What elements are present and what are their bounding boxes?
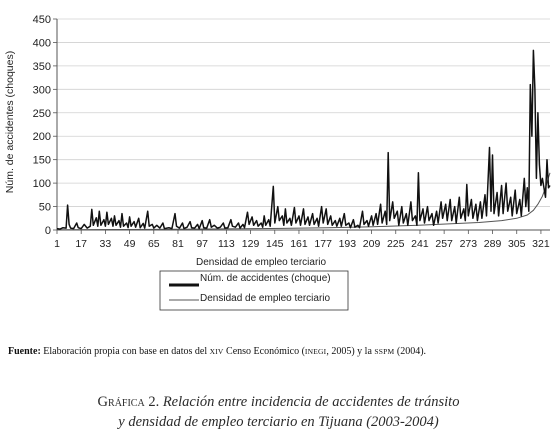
series-line-densidad (56, 172, 551, 231)
y-tick-label-100: 100 (33, 178, 51, 190)
x-tick-label-17: 17 (75, 238, 87, 250)
x-tick-label-289: 289 (484, 238, 502, 250)
source-text-4: (2004). (394, 346, 427, 357)
legend-label-densidad: Densidad de empleo terciario (200, 293, 331, 304)
y-tick-label-0: 0 (45, 225, 51, 237)
legend: Núm. de accidentes (choque) Densidad de … (159, 270, 349, 311)
x-axis-label: Densidad de empleo terciario (196, 257, 327, 268)
x-tick-label-145: 145 (266, 238, 284, 250)
legend-box (159, 270, 349, 311)
y-tick-labels: 0 50 100 150 200 250 300 350 400 450 (33, 14, 51, 237)
x-tick-labels: 1 17 33 49 65 81 97 113 129 145 161 177 193 209 225 241… (54, 238, 550, 250)
axes (53, 18, 550, 234)
caption-number: Gráfica 2. (97, 394, 160, 410)
x-tick-label-209: 209 (363, 238, 381, 250)
x-tick-label-273: 273 (460, 238, 478, 250)
y-tick-label-400: 400 (33, 37, 51, 49)
y-tick-label-450: 450 (33, 14, 51, 26)
x-tick-label-241: 241 (411, 238, 429, 250)
x-tick-label-49: 49 (124, 238, 136, 250)
caption-title-2: y densidad de empleo terciario en Tijuan… (118, 414, 439, 430)
source-census-number: XIV (209, 347, 224, 356)
source-inegi: INEGI (304, 347, 327, 356)
y-tick-label-300: 300 (33, 84, 51, 96)
x-tick-label-305: 305 (508, 238, 526, 250)
x-tick-label-225: 225 (387, 238, 405, 250)
x-tick-label-113: 113 (218, 238, 235, 250)
x-tick-label-321: 321 (532, 238, 550, 250)
y-tick-label-50: 50 (39, 202, 51, 214)
caption-line-1: Gráfica 2. Relación entre incidencia de … (0, 394, 557, 411)
y-tick-label-350: 350 (33, 61, 51, 73)
series-lines (56, 49, 551, 231)
source-text-1: Elaboración propia con base en datos del (40, 346, 210, 357)
legend-label-accidentes: Núm. de accidentes (choque) (200, 273, 331, 284)
y-axis-label: Núm. de accidentes (choques) (4, 51, 16, 193)
x-tick-label-161: 161 (290, 238, 308, 250)
caption-line-2: y densidad de empleo terciario en Tijuan… (0, 414, 557, 431)
source-sspm: SSPM (374, 347, 395, 356)
x-tick-label-81: 81 (172, 238, 184, 250)
source-label: Fuente: (8, 346, 41, 357)
source-text-3: , 2005) y la (326, 346, 375, 357)
caption-title-1: Relación entre incidencia de accidentes … (162, 394, 460, 410)
x-tick-label-193: 193 (339, 238, 357, 250)
y-tick-label-250: 250 (33, 108, 51, 120)
x-tick-label-65: 65 (148, 238, 160, 250)
y-tick-label-200: 200 (33, 131, 51, 143)
source-text-2: Censo Económico ( (223, 346, 305, 357)
series-line-accidentes (56, 49, 551, 230)
grid-lines (57, 18, 550, 231)
source-note: Fuente: Elaboración propia con base en d… (8, 346, 553, 357)
x-tick-label-33: 33 (100, 238, 112, 250)
x-tick-label-129: 129 (242, 238, 260, 250)
x-tick-label-177: 177 (314, 238, 332, 250)
y-tick-label-150: 150 (33, 155, 51, 167)
x-tick-label-1: 1 (54, 238, 60, 250)
x-tick-label-97: 97 (196, 238, 208, 250)
x-tick-label-257: 257 (435, 238, 453, 250)
